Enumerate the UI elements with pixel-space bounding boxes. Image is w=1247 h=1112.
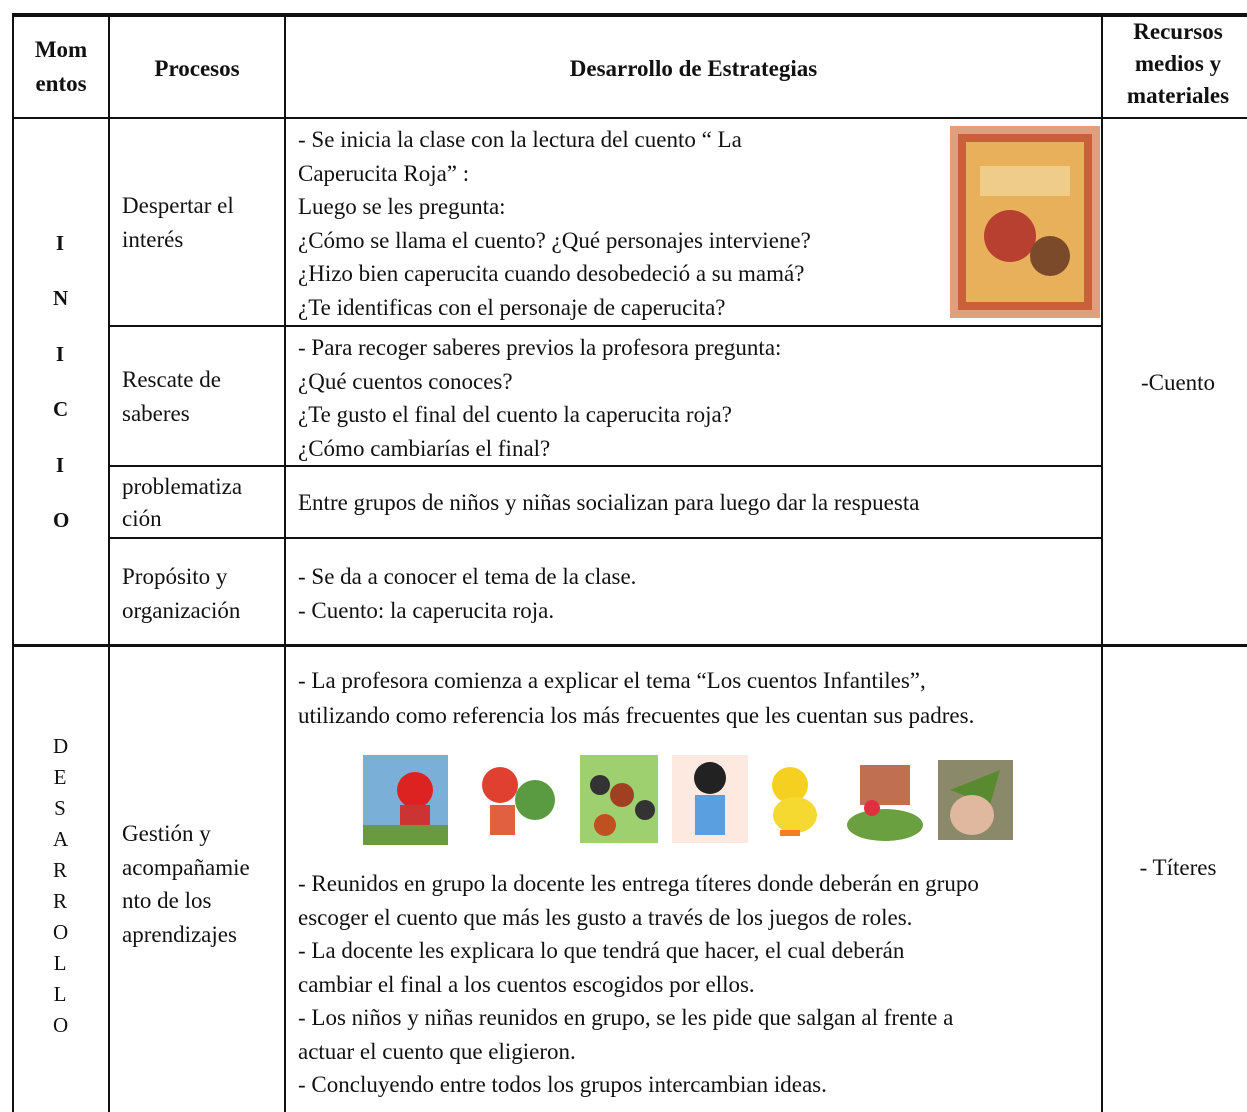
text-line: - Reunidos en grupo la docente les entre… <box>298 871 979 896</box>
border <box>12 644 1247 647</box>
text-line: Gestión y <box>122 821 211 846</box>
text-line: - Los niños y niñas reunidos en grupo, s… <box>298 1005 954 1030</box>
text-line: Despertar el <box>122 193 234 218</box>
momento: INICIO <box>53 231 70 533</box>
text-line: ¿Te gusto el final del cuento la caperuc… <box>298 402 732 427</box>
text-line: - La profesora comienza a explicar el te… <box>298 668 926 693</box>
text-line: - Cuento: la caperucita roja. <box>298 597 555 623</box>
text-line: ¿Hizo bien caperucita cuando desobedeció… <box>298 261 805 286</box>
estrategia: - Reunidos en grupo la docente les entre… <box>298 867 979 1102</box>
proceso: Propósito y organización <box>122 560 240 627</box>
text-line: escoger el cuento que más les gusto a tr… <box>298 904 913 930</box>
proceso: problematiza ción <box>122 471 242 535</box>
text-line: interés <box>122 226 184 252</box>
text-line: Propósito y <box>122 564 228 589</box>
estrategia: - Se inicia la clase con la lectura del … <box>298 123 811 324</box>
text-line: saberes <box>122 400 190 426</box>
border <box>12 13 1247 17</box>
estrategia: Entre grupos de niños y niñas socializan… <box>298 486 919 520</box>
estrategia: - Se da a conocer el tema de la clase. - … <box>298 560 636 627</box>
header-desarrollo: Desarrollo de Estrategias <box>569 56 818 81</box>
header-recursos: Recursos medios y materiales <box>1103 16 1247 112</box>
text-line: ¿Cómo se llama el cuento? ¿Qué personaje… <box>298 227 811 253</box>
estrategia: - La profesora comienza a explicar el te… <box>298 663 974 733</box>
text-line: materiales <box>1126 83 1230 108</box>
recurso: - Títeres <box>1139 855 1217 880</box>
text-line: Caperucita Roja” : <box>298 160 470 186</box>
text-line: Luego se les pregunta: <box>298 194 506 219</box>
proceso: Rescate de saberes <box>122 363 221 430</box>
border <box>1101 14 1103 1112</box>
text-line: - Concluyendo entre todos los grupos int… <box>298 1072 827 1097</box>
story-images <box>363 755 1013 845</box>
text-line: entos <box>35 71 87 96</box>
text-line: acompañamie <box>122 854 250 880</box>
text-line: ¿Qué cuentos conoces? <box>298 368 513 394</box>
recurso: -Cuento <box>1140 370 1216 395</box>
border <box>284 14 286 1112</box>
proceso: Gestión y acompañamie nto de los aprendizaj… <box>122 817 250 951</box>
text-line: organización <box>122 597 241 623</box>
text-line: Rescate de <box>122 367 221 392</box>
header-procesos: Procesos <box>154 56 240 81</box>
momento: DESARROLLO <box>53 734 69 1037</box>
text-line: ción <box>122 506 162 531</box>
text-line: Recursos <box>1133 19 1223 44</box>
border <box>108 325 1102 327</box>
border <box>12 117 1247 119</box>
text-line: actuar el cuento que eligieron. <box>298 1038 576 1064</box>
text-line: problematiza <box>122 474 243 499</box>
book-cover-image <box>950 126 1100 318</box>
text-line: - La docente les explicara lo que tendrá… <box>298 938 905 963</box>
border <box>108 537 1102 539</box>
text-line: ¿Te identificas con el personaje de cape… <box>298 294 726 320</box>
text-line: aprendizajes <box>122 921 237 947</box>
border <box>12 14 14 1112</box>
text-line: ¿Cómo cambiarías el final? <box>298 435 551 461</box>
text-line: utilizando como referencia los más frecu… <box>298 703 975 728</box>
border <box>108 14 110 1112</box>
text-line: nto de los <box>122 888 212 913</box>
text-line: - Para recoger saberes previos la profes… <box>298 335 782 360</box>
text-line: medios y <box>1134 51 1222 76</box>
text-line: - Se da a conocer el tema de la clase. <box>298 564 637 589</box>
border <box>108 465 1102 467</box>
text-line: - Se inicia la clase con la lectura del … <box>298 127 742 152</box>
text-line: Mom <box>34 37 88 62</box>
text-line: cambiar el final a los cuentos escogidos… <box>298 971 755 997</box>
estrategia: - Para recoger saberes previos la profes… <box>298 331 781 465</box>
proceso: Despertar el interés <box>122 189 234 256</box>
text-line: Entre grupos de niños y niñas socializan… <box>298 490 920 515</box>
header-momentos: Mom entos <box>14 33 108 101</box>
